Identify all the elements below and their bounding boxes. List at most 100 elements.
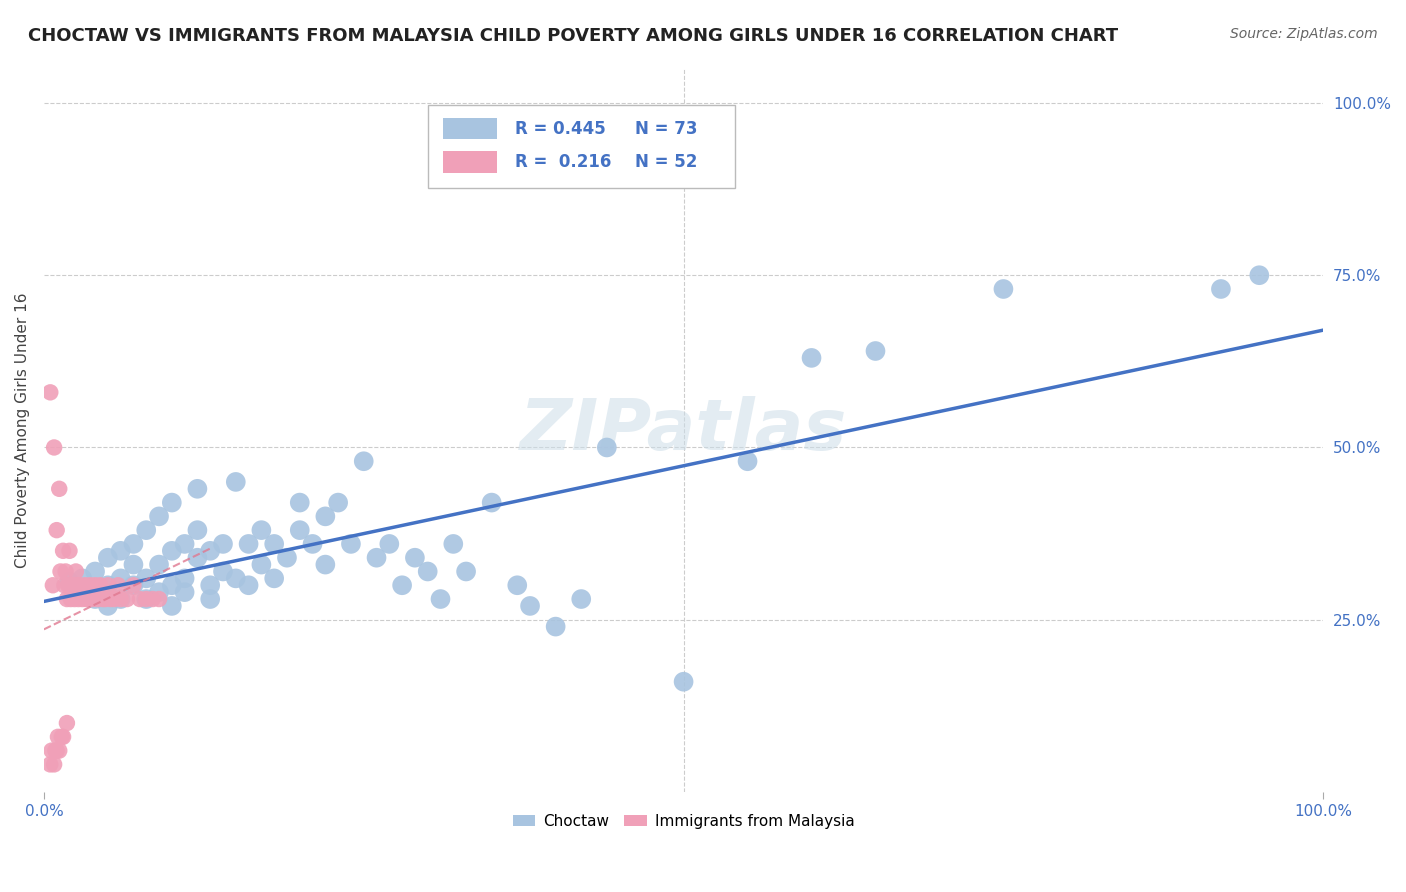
Point [378,537,401,551]
Point [186,550,208,565]
Point [142,592,165,607]
Point [160,599,183,613]
Point [65,565,87,579]
Point [391,578,413,592]
Point [89,578,111,592]
Point [44,744,66,758]
Point [66,578,89,592]
Point [328,495,350,509]
Point [122,537,145,551]
Point [110,592,132,607]
Point [56,716,79,731]
Point [49,565,72,579]
Text: N = 73: N = 73 [636,120,697,137]
Point [441,537,464,551]
Text: CHOCTAW VS IMMIGRANTS FROM MALAYSIA CHILD POVERTY AMONG GIRLS UNDER 16 CORRELATI: CHOCTAW VS IMMIGRANTS FROM MALAYSIA CHIL… [28,27,1118,45]
Point [404,550,426,565]
Point [429,592,451,607]
Point [200,578,222,592]
Point [135,592,157,607]
Point [1249,268,1271,283]
Point [519,599,541,613]
Point [506,578,529,592]
Point [416,565,439,579]
Point [48,744,70,758]
Point [148,585,170,599]
Point [288,523,311,537]
Point [454,565,477,579]
Point [148,592,170,607]
Point [91,592,114,607]
Point [148,558,170,572]
Point [72,585,94,599]
Text: Source: ZipAtlas.com: Source: ZipAtlas.com [1230,27,1378,41]
Point [135,523,157,537]
Text: R = 0.445: R = 0.445 [515,120,606,137]
Point [45,523,67,537]
Point [225,571,247,585]
Point [128,592,150,607]
Point [186,523,208,537]
Point [212,537,235,551]
Point [67,592,90,607]
Point [200,544,222,558]
Point [69,578,91,592]
Point [84,578,107,592]
Point [544,619,567,633]
Point [56,592,79,607]
Point [97,550,120,565]
Point [110,592,132,607]
Point [314,509,336,524]
Point [238,578,260,592]
Point [51,730,73,744]
Point [353,454,375,468]
Point [212,565,235,579]
Point [84,565,107,579]
Point [42,578,65,592]
Point [160,578,183,592]
Point [58,578,80,592]
Point [993,282,1015,296]
Point [865,344,887,359]
Point [97,599,120,613]
Point [55,565,77,579]
Point [97,578,120,592]
Legend: Choctaw, Immigrants from Malaysia: Choctaw, Immigrants from Malaysia [506,808,860,835]
Point [110,571,132,585]
Point [42,441,65,455]
Point [340,537,363,551]
Point [186,482,208,496]
Point [148,509,170,524]
Point [39,757,62,772]
Bar [443,151,496,173]
Point [301,537,323,551]
Point [72,592,94,607]
Point [52,544,75,558]
Point [250,558,273,572]
Point [107,578,129,592]
Point [737,454,759,468]
Point [39,385,62,400]
Point [122,578,145,592]
Point [238,537,260,551]
Point [103,592,125,607]
Point [73,578,96,592]
Point [115,592,138,607]
Point [41,744,63,758]
Point [173,537,195,551]
Point [481,495,503,509]
Point [42,757,65,772]
Point [122,578,145,592]
Bar [443,118,496,139]
Point [314,558,336,572]
Point [288,495,311,509]
Text: R =  0.216: R = 0.216 [515,153,612,171]
Point [672,674,695,689]
Point [86,592,108,607]
Point [263,571,285,585]
Point [135,571,157,585]
Point [800,351,823,365]
Point [366,550,388,565]
Point [45,744,67,758]
Point [160,544,183,558]
